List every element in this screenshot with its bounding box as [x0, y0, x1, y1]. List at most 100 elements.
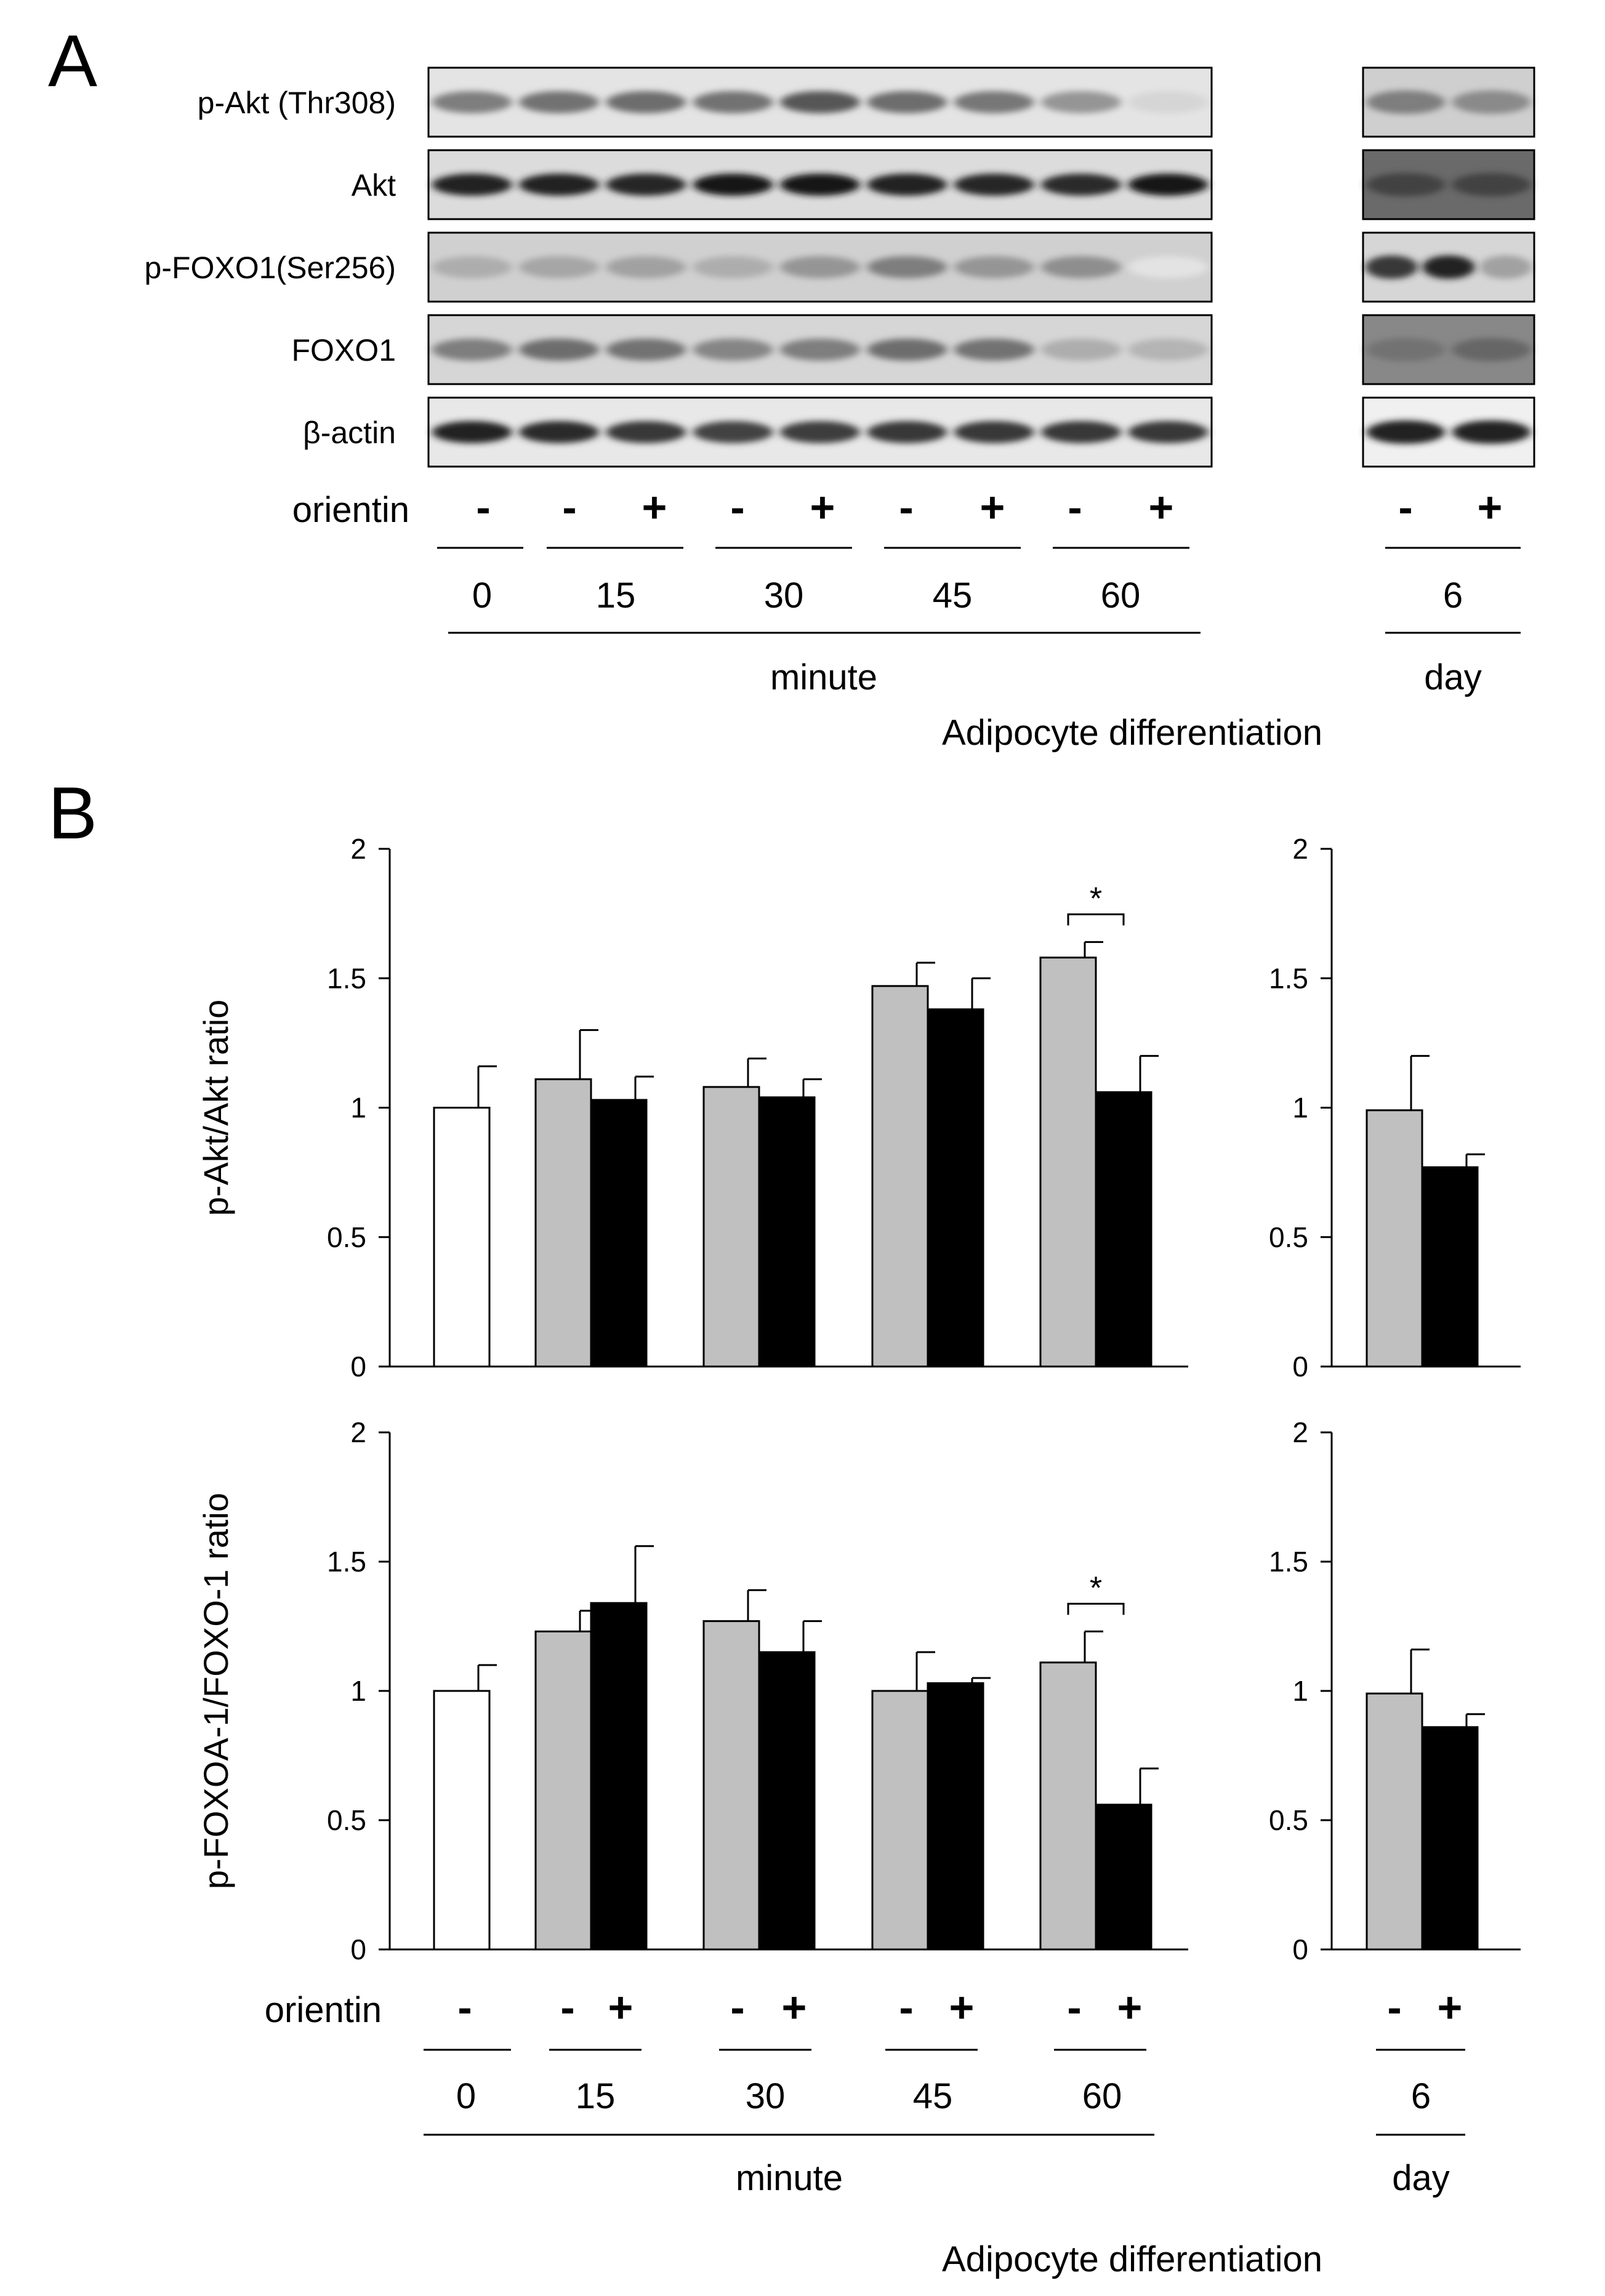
blot-band-minute-2-8: [1128, 256, 1209, 278]
blot-band-minute-4-4: [779, 421, 861, 443]
blot-band-day-2-2: [1479, 255, 1532, 279]
blot-band-minute-2-0: [432, 256, 512, 278]
bar-orientinplus-60: [1095, 1804, 1152, 1951]
orientin-sign-0: -: [457, 1983, 472, 2031]
blot-band-day-0-1: [1452, 90, 1531, 114]
orientin-sign-0: -: [476, 483, 490, 531]
blot-strip-day-border-3: [1362, 314, 1535, 385]
y-tick-label: 1: [350, 1092, 366, 1124]
blot-band-minute-4-2: [606, 421, 686, 443]
time-label-day-6: 6: [1443, 576, 1463, 616]
blot-band-day-0-0: [1366, 90, 1446, 114]
b-time-label-60: 60: [1082, 2076, 1122, 2116]
blot-label-1: Akt: [352, 168, 396, 203]
y-tick-label: 1.5: [327, 962, 366, 994]
blot-band-minute-3-7: [1040, 339, 1122, 361]
chart-p-foxo1-minute: 0 0.5 1 1.5 2 p-FOXOA-1/FOXO-1 ratio *: [196, 1416, 1188, 1965]
significance-star: *: [1090, 1570, 1102, 1606]
blot-band-minute-1-8: [1128, 174, 1209, 196]
blot-strip-minute-border-1: [427, 149, 1213, 220]
orientin-sign-1: +: [1438, 1983, 1463, 2031]
bar-orientinplus-45: [927, 1682, 984, 1951]
blot-band-minute-1-2: [606, 174, 686, 196]
orientin-sign-6: +: [980, 483, 1005, 531]
y-tick-label: 0: [1292, 1351, 1308, 1383]
bar-orientinplus-15: [590, 1099, 648, 1368]
chart-p-foxo1-day: 0 0.5 1 1.5 2: [1269, 1416, 1521, 1965]
blot-band-minute-4-6: [954, 421, 1034, 443]
bar-orientinminus-30: [702, 1086, 760, 1368]
blot-band-minute-0-7: [1040, 91, 1122, 113]
bar-orientinminus-45: [871, 985, 929, 1368]
blot-band-day-2-1: [1422, 255, 1475, 279]
orientin-sign-3: -: [730, 1983, 744, 2031]
orientin-sign-2: +: [642, 483, 667, 531]
western-blots: [427, 66, 1535, 468]
blot-band-minute-4-5: [867, 421, 947, 443]
panel-a-letter: A: [48, 20, 97, 102]
blot-band-day-3-0: [1366, 337, 1446, 362]
chart-p-akt-minute: 0 0.5 1 1.5 2 p-Akt/Akt ratio *: [196, 833, 1188, 1383]
y-tick-label: 2: [1292, 1416, 1308, 1448]
blot-band-minute-1-4: [779, 174, 861, 196]
b-time-label-30: 30: [746, 2076, 786, 2116]
panel-b-letter: B: [48, 772, 97, 854]
blot-band-minute-0-5: [867, 91, 947, 113]
significance-bracket: [1067, 1602, 1125, 1615]
bar-orientinplus-60: [1095, 1091, 1152, 1368]
y-tick-label: 1: [350, 1675, 366, 1707]
b-time-label-15: 15: [576, 2076, 616, 2116]
bar-orientinminus-45: [871, 1690, 929, 1951]
bar-orientinminus-15: [534, 1078, 592, 1368]
bar-orientinminus-6: [1366, 1109, 1423, 1368]
y-tick-label: 2: [1292, 833, 1308, 865]
y-tick-label: 0.5: [1269, 1804, 1308, 1836]
orientin-sign-8: +: [1117, 1983, 1143, 2031]
b-time-label-day-6: 6: [1411, 2076, 1431, 2116]
blot-band-minute-3-0: [432, 339, 512, 361]
bar-orientinplus-30: [758, 1096, 816, 1368]
y-tick-label: 1: [1292, 1675, 1308, 1707]
panel-b-minute-unit: minute: [736, 2158, 843, 2198]
time-label-0: 0: [472, 576, 492, 616]
blot-band-minute-1-6: [954, 174, 1034, 196]
panel-b-orientin-signs: - - + - + - + - + - +: [457, 1983, 1462, 2031]
orientin-sign-4: +: [782, 1983, 807, 2031]
blot-band-minute-2-3: [693, 256, 773, 278]
bar-orientinminus-6: [1366, 1692, 1423, 1951]
blot-labels: p-Akt (Thr308) Akt p-FOXO1(Ser256) FOXO1 β-a…: [145, 86, 396, 450]
y-tick-label: 1.5: [327, 1546, 366, 1578]
orientin-sign-7: -: [1068, 483, 1082, 531]
y-tick-label: 2: [350, 1416, 366, 1448]
blot-label-3: FOXO1: [292, 333, 396, 367]
significance-star: *: [1090, 881, 1102, 917]
bar-orientinminus-30: [702, 1620, 760, 1951]
blot-strip-day-border-2: [1362, 231, 1535, 303]
orientin-sign-1: -: [560, 1983, 574, 2031]
blot-band-minute-3-4: [779, 339, 861, 361]
blot-label-0: p-Akt (Thr308): [198, 86, 396, 120]
blot-band-minute-0-8: [1128, 91, 1209, 113]
blot-band-minute-0-6: [954, 91, 1034, 113]
panel-a-orientin-label: orientin: [292, 490, 409, 530]
blot-band-minute-4-1: [518, 421, 600, 443]
orientin-sign-6: +: [949, 1983, 975, 2031]
bar-orientinminus-60: [1039, 1661, 1097, 1951]
blot-band-minute-2-5: [867, 256, 947, 278]
blot-band-minute-0-0: [432, 91, 512, 113]
blot-band-minute-1-7: [1040, 174, 1122, 196]
blot-band-minute-3-3: [693, 339, 773, 361]
blot-band-minute-3-8: [1128, 339, 1209, 361]
blot-band-minute-0-4: [779, 91, 861, 113]
orientin-sign-7: -: [1067, 1983, 1081, 2031]
orientin-sign-0: -: [1387, 1983, 1401, 2031]
time-label-60: 60: [1101, 576, 1141, 616]
bar-control-0: [433, 1690, 491, 1951]
bar-orientinplus-15: [590, 1602, 648, 1951]
blot-band-minute-1-3: [693, 174, 773, 196]
panel-b-minute-times: 0 15 30 45 60 6: [456, 2076, 1431, 2116]
orientin-sign-2: +: [608, 1983, 634, 2031]
y-tick-label: 0: [350, 1351, 366, 1383]
blot-band-day-3-1: [1452, 337, 1531, 362]
